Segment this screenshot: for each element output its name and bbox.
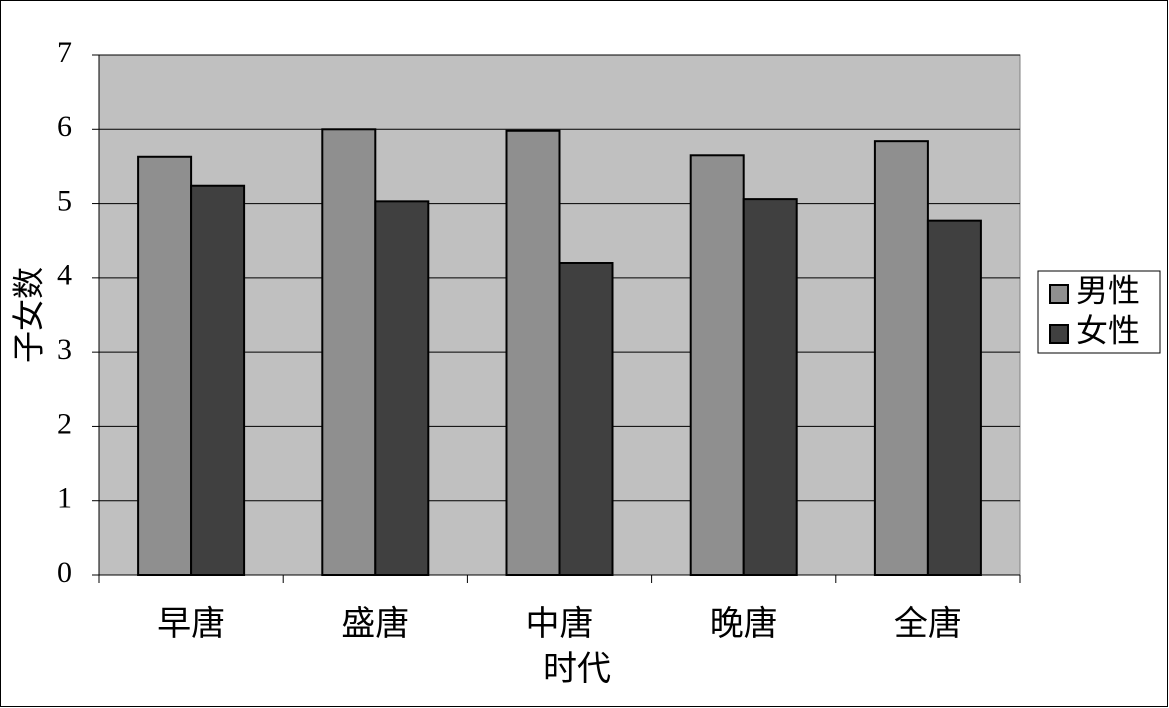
y-axis-label: 子女数 (10, 267, 46, 363)
y-tick-label: 0 (57, 556, 72, 589)
y-tick-label: 4 (57, 259, 72, 292)
x-tick-label: 晚唐 (710, 605, 778, 643)
y-tick-label: 7 (57, 36, 72, 69)
legend-label: 男性 (1076, 272, 1140, 308)
legend-swatch (1049, 284, 1069, 304)
bar (742, 198, 798, 576)
x-axis-label: 时代 (543, 651, 611, 688)
bar (689, 154, 745, 577)
bar (558, 262, 614, 576)
bar (505, 129, 561, 576)
y-tick-label: 5 (57, 184, 72, 217)
y-tick-label: 1 (57, 482, 72, 515)
y-tick-label: 3 (57, 333, 72, 366)
x-tick-label: 盛唐 (341, 605, 409, 643)
y-tick-label: 2 (57, 407, 72, 440)
legend-swatch (1049, 324, 1069, 344)
bar (374, 200, 430, 576)
bar (321, 128, 377, 577)
x-tick-label: 中唐 (526, 605, 594, 643)
x-tick-label: 早唐 (157, 605, 225, 643)
bar (926, 219, 982, 577)
bar (873, 140, 929, 577)
bar (190, 184, 246, 576)
y-tick-label: 6 (57, 110, 72, 143)
x-tick-label: 全唐 (894, 605, 962, 643)
legend-label: 女性 (1076, 312, 1140, 348)
bar (137, 155, 193, 576)
